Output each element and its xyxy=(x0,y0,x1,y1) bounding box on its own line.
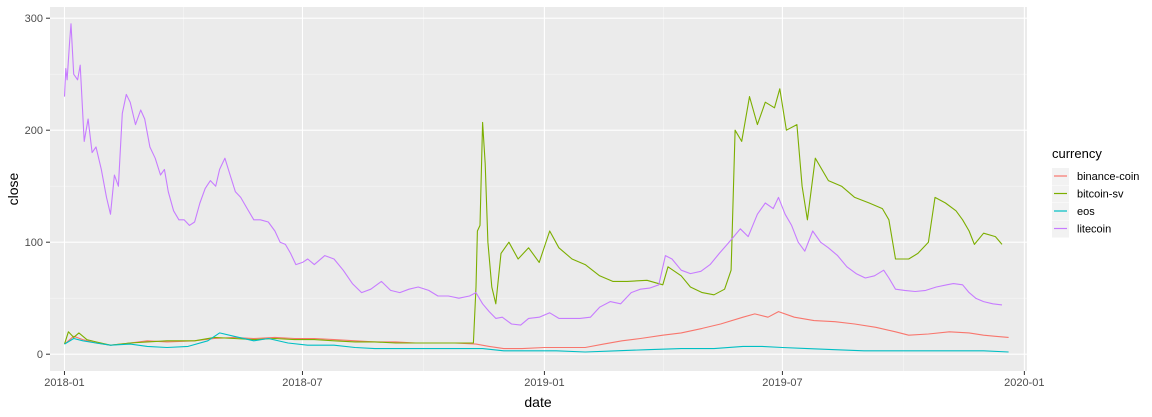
x-tick-label: 2020-01 xyxy=(1004,377,1044,389)
legend-label-bitcoin-sv: bitcoin-sv xyxy=(1077,189,1124,201)
series-line-eos xyxy=(64,332,1009,353)
x-tick-label: 2019-07 xyxy=(762,377,802,389)
legend-title: currency xyxy=(1052,146,1102,161)
x-axis-title: date xyxy=(524,394,551,410)
x-tick-label: 2018-01 xyxy=(44,377,84,389)
series-line-binance-coin xyxy=(64,311,1009,350)
series-layer xyxy=(63,23,1009,353)
grid-major xyxy=(50,7,1027,371)
y-axis: 0 100 200 300 xyxy=(25,13,50,361)
legend-label-eos: eos xyxy=(1077,206,1095,218)
x-tick-label: 2019-01 xyxy=(524,377,564,389)
series-line-litecoin xyxy=(63,23,1003,326)
legend: currency binance-coin bitcoin-sv eos liteco… xyxy=(1052,146,1139,238)
legend-label-binance-coin: binance-coin xyxy=(1077,171,1139,183)
legend-label-litecoin: litecoin xyxy=(1077,224,1111,236)
y-tick-label: 200 xyxy=(25,125,43,137)
x-axis: 2018-01 2018-07 2019-01 2019-07 2020-01 xyxy=(44,371,1045,389)
series-line-bitcoin-sv xyxy=(63,88,1003,346)
y-tick-label: 100 xyxy=(25,237,43,249)
y-tick-label: 300 xyxy=(25,13,43,25)
y-tick-label: 0 xyxy=(37,349,43,361)
grid-minor xyxy=(50,7,1027,371)
y-axis-title: close xyxy=(5,172,21,205)
x-tick-label: 2018-07 xyxy=(282,377,322,389)
plot-panel xyxy=(50,7,1027,371)
